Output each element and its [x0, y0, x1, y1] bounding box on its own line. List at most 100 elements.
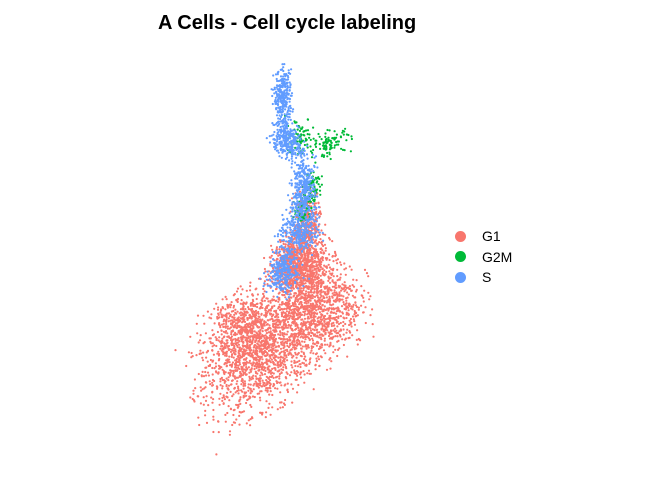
point-g1	[332, 324, 335, 327]
point-g1	[222, 370, 225, 373]
point-g1	[295, 244, 298, 247]
point-g1	[318, 233, 321, 236]
point-g1	[295, 339, 298, 342]
point-g1	[210, 342, 213, 345]
point-g1	[277, 356, 280, 359]
point-g1	[210, 396, 213, 399]
point-g1	[282, 335, 285, 338]
point-s	[273, 142, 276, 145]
point-g1	[334, 348, 337, 351]
point-g1	[247, 330, 250, 334]
point-g1	[339, 285, 342, 288]
point-g2m	[312, 126, 315, 129]
point-g1	[310, 345, 313, 348]
point-g1	[245, 394, 248, 397]
point-g1	[339, 321, 342, 325]
point-g1	[245, 373, 248, 376]
point-g1	[339, 273, 342, 276]
point-g1	[228, 312, 231, 315]
point-g1	[334, 286, 337, 289]
point-g1	[266, 336, 269, 339]
point-g1	[213, 344, 216, 347]
point-g1	[239, 396, 242, 399]
point-g1	[326, 322, 329, 325]
point-g1	[300, 313, 303, 316]
point-g1	[251, 390, 254, 393]
point-g1	[300, 347, 303, 350]
point-g1	[220, 376, 223, 379]
point-g1	[268, 331, 271, 334]
point-g1	[253, 333, 256, 336]
point-g1	[232, 326, 235, 329]
point-g1	[241, 320, 244, 323]
point-g1	[330, 332, 333, 335]
point-g1	[298, 262, 301, 265]
point-g1	[232, 393, 235, 396]
point-g1	[347, 293, 350, 296]
point-g1	[309, 294, 312, 297]
point-g1	[296, 249, 299, 252]
point-g1	[222, 379, 226, 382]
point-s	[275, 91, 278, 94]
point-g1	[239, 317, 242, 320]
point-g1	[304, 294, 307, 297]
point-s	[303, 154, 306, 157]
point-g1	[344, 273, 347, 276]
point-g1	[292, 346, 295, 349]
point-g1	[309, 248, 312, 251]
point-g1	[204, 399, 208, 402]
point-g1	[296, 371, 300, 374]
point-g1	[318, 299, 321, 302]
point-g1	[304, 338, 307, 341]
point-g1	[212, 415, 215, 418]
point-g1	[223, 342, 226, 345]
point-g1	[329, 303, 332, 306]
point-g2m	[326, 155, 329, 158]
point-g1	[241, 374, 244, 377]
point-g1	[331, 254, 334, 258]
point-g1	[298, 281, 301, 284]
point-g1	[352, 285, 356, 288]
point-g1	[258, 315, 261, 318]
point-g1	[290, 309, 293, 312]
point-s	[265, 137, 268, 140]
point-g1	[280, 342, 283, 345]
point-g2m	[339, 135, 342, 138]
point-g1	[274, 319, 277, 322]
point-g1	[216, 387, 219, 390]
point-g1	[328, 258, 331, 262]
point-g1	[174, 349, 177, 352]
point-g1	[360, 304, 363, 307]
point-g1	[299, 354, 302, 357]
point-g1	[263, 340, 266, 343]
point-g1	[224, 308, 227, 311]
point-g1	[288, 310, 291, 313]
point-g2m	[311, 151, 314, 154]
point-s	[284, 117, 287, 120]
point-g1	[259, 321, 262, 324]
point-g1	[310, 256, 314, 259]
point-g1	[299, 344, 302, 347]
point-g1	[273, 383, 276, 386]
point-g1	[205, 381, 208, 384]
point-g1	[262, 343, 265, 346]
point-g1	[284, 245, 287, 248]
point-g1	[321, 256, 325, 259]
point-g1	[247, 353, 250, 356]
point-g2m	[337, 143, 340, 146]
point-g1	[220, 333, 223, 336]
point-g1	[245, 310, 248, 313]
point-g1	[342, 301, 345, 304]
point-g1	[338, 310, 342, 313]
point-g1	[193, 400, 196, 403]
point-g1	[213, 322, 216, 325]
point-g1	[272, 340, 275, 343]
point-g1	[245, 401, 248, 405]
point-g1	[315, 270, 318, 273]
point-g1	[309, 302, 312, 305]
point-g1	[284, 296, 287, 299]
point-g1	[228, 430, 232, 433]
point-g1	[234, 342, 237, 345]
point-g1	[303, 261, 306, 264]
point-g1	[320, 291, 323, 294]
